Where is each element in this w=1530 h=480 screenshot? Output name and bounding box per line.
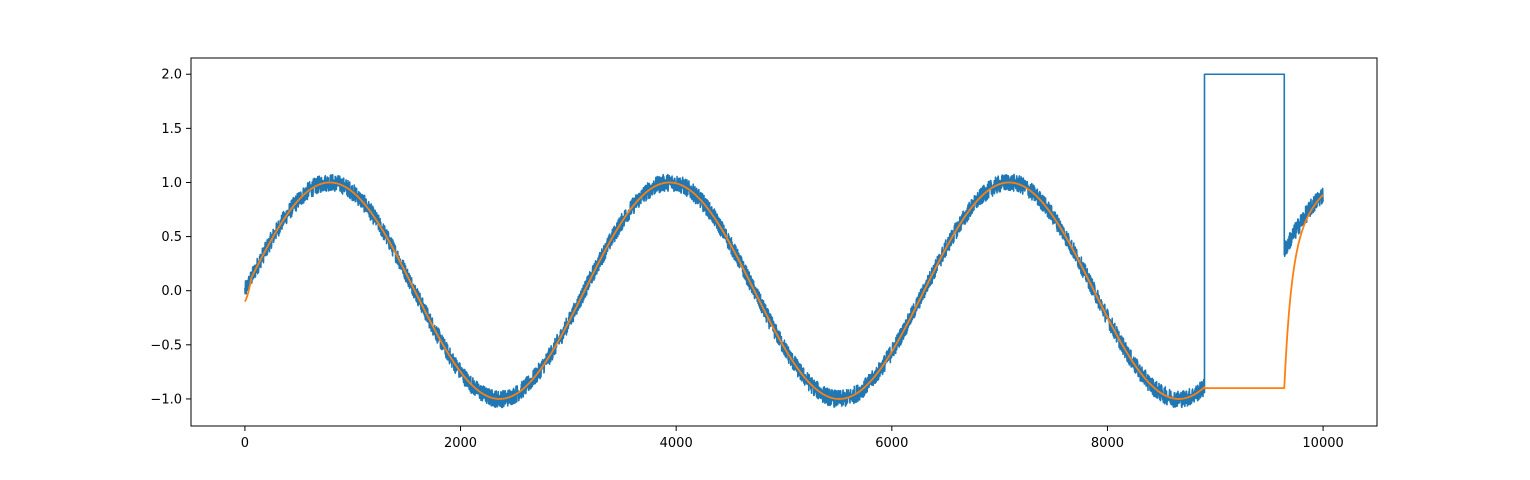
plot-area	[191, 58, 1377, 426]
y-tick-label: 1.5	[161, 122, 182, 137]
axes-background	[191, 58, 1377, 426]
y-tick-label: 0.0	[161, 284, 182, 299]
y-axis: −1.0 −0.5 0.0 0.5 1.0 1.5 2.0	[150, 68, 191, 407]
axes-frame	[190, 57, 1378, 427]
y-tick-label: 1.0	[161, 176, 182, 191]
y-tick-label: 2.0	[161, 68, 182, 83]
x-tick-label: 4000	[660, 436, 693, 451]
x-tick-label: 10000	[1302, 436, 1343, 451]
x-tick-label: 6000	[875, 436, 908, 451]
x-axis: 0 2000 4000 6000 8000 10000	[241, 426, 1344, 451]
x-tick-label: 0	[241, 436, 249, 451]
y-tick-label: 0.5	[161, 230, 182, 245]
x-tick-label: 2000	[444, 436, 477, 451]
series-line-2	[244, 181, 1324, 400]
y-tick-label: −1.0	[150, 392, 182, 407]
y-tick-label: −0.5	[150, 338, 182, 353]
series-layer	[244, 73, 1324, 409]
x-tick-label: 8000	[1091, 436, 1124, 451]
